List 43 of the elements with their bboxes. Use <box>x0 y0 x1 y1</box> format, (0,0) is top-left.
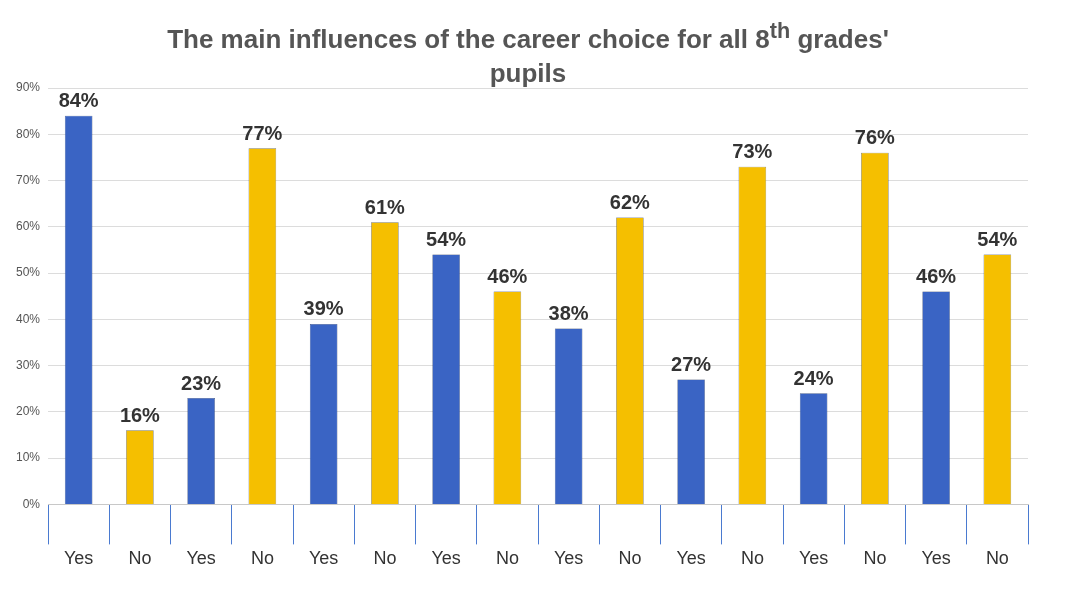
data-label: 46% <box>916 265 957 288</box>
data-label: 39% <box>303 297 344 320</box>
data-label: 61% <box>364 195 406 218</box>
data-label: 16% <box>119 403 161 426</box>
y-tick-label: 20% <box>15 404 41 419</box>
data-label: 84% <box>58 89 99 112</box>
y-tick-label: 30% <box>15 357 41 372</box>
x-tick-label: Yes <box>308 548 339 569</box>
x-tick-label: No <box>618 548 642 569</box>
y-tick-label: 40% <box>15 311 41 326</box>
x-tick-label: Yes <box>676 548 706 569</box>
data-label: 23% <box>181 371 222 394</box>
data-label: 73% <box>732 140 773 163</box>
data-label: 54% <box>977 228 1018 251</box>
y-tick-label: 50% <box>15 265 41 280</box>
data-label: 27% <box>671 353 712 375</box>
x-tick-label: No <box>740 548 764 569</box>
x-tick-label: No <box>863 548 887 569</box>
data-label: 24% <box>793 366 834 389</box>
x-tick-label: No <box>985 548 1009 569</box>
x-tick-label: No <box>373 548 397 569</box>
x-tick-label: Yes <box>63 548 94 569</box>
x-tick-label: Yes <box>553 548 584 569</box>
y-tick-label: 60% <box>15 219 41 234</box>
chart-title: The main influences of the career choice for all 8$^{th}$ grades' pupils <box>167 18 889 88</box>
data-label: 38% <box>548 302 589 325</box>
data-label: 76% <box>854 126 896 149</box>
y-tick-label: 0% <box>22 496 41 511</box>
y-tick-label: 90% <box>15 80 41 95</box>
y-tick-label: 70% <box>15 172 41 187</box>
x-tick-label: No <box>495 548 519 569</box>
x-tick-label: Yes <box>186 548 216 569</box>
data-label: 46% <box>487 265 528 288</box>
y-tick-label: 80% <box>15 126 41 141</box>
x-tick-label: Yes <box>921 548 951 569</box>
y-tick-label: 10% <box>15 450 41 465</box>
x-tick-label: No <box>250 548 274 569</box>
x-tick-label: Yes <box>431 548 461 569</box>
data-label: 62% <box>609 191 651 214</box>
x-tick-label: Yes <box>798 548 829 569</box>
x-tick-label: No <box>128 548 152 569</box>
data-label: 77% <box>242 121 283 144</box>
data-label: 54% <box>426 228 467 251</box>
